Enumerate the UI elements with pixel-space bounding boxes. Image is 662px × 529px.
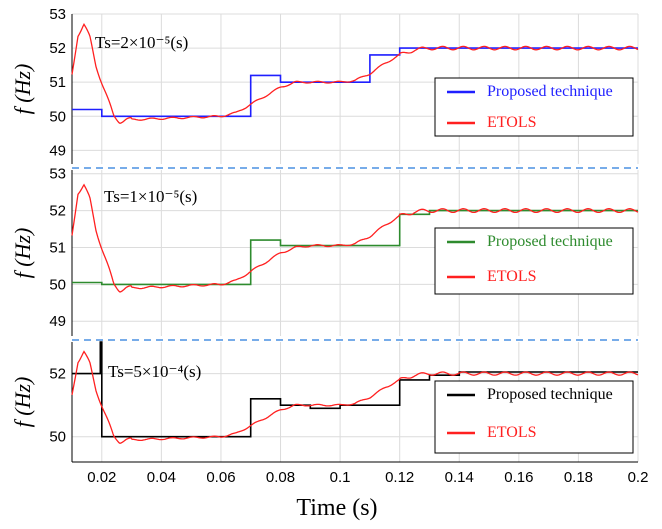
y-tick-label: 51 — [49, 74, 66, 91]
y-axis-label: f (Hz) — [10, 64, 35, 115]
legend-box — [434, 77, 634, 137]
ts-annotation: Ts=5×10⁻⁴(s) — [108, 362, 201, 381]
y-tick-label: 53 — [49, 6, 66, 23]
legend-label: Proposed technique — [487, 83, 613, 100]
ts-annotation: Ts=1×10⁻⁵(s) — [104, 187, 197, 206]
legend-label: ETOLS — [487, 268, 536, 285]
x-tick-label: 0.1 — [330, 469, 351, 486]
y-tick-label: 52 — [49, 203, 66, 220]
x-tick-label: 0.2 — [628, 469, 649, 486]
y-axis-label: f (Hz) — [10, 228, 35, 279]
y-tick-label: 51 — [49, 239, 66, 256]
series-line-etols — [71, 22, 639, 125]
legend-box — [434, 380, 634, 454]
ts-annotation: Ts=2×10⁻⁵(s) — [95, 33, 188, 52]
x-tick-label: 0.02 — [87, 469, 116, 486]
x-tick-label: 0.18 — [564, 469, 593, 486]
series-line-proposed-technique — [72, 209, 638, 286]
x-axis-label: Time (s) — [296, 495, 377, 521]
legend-box — [434, 227, 634, 295]
y-tick-label: 50 — [49, 429, 66, 446]
x-tick-label: 0.12 — [385, 469, 414, 486]
y-tick-label: 52 — [49, 366, 66, 383]
y-axis-label: f (Hz) — [10, 377, 35, 428]
x-tick-label: 0.08 — [266, 469, 295, 486]
x-tick-label: 0.16 — [504, 469, 533, 486]
x-tick-label: 0.06 — [206, 469, 235, 486]
x-tick-label: 0.04 — [147, 469, 176, 486]
series-line-etols — [71, 350, 639, 445]
y-tick-label: 49 — [49, 142, 66, 159]
y-tick-label: 53 — [49, 166, 66, 183]
series-line-proposed-technique — [72, 47, 638, 118]
y-tick-label: 49 — [49, 313, 66, 330]
series-line-etols — [71, 183, 639, 293]
y-tick-label: 50 — [49, 276, 66, 293]
legend-label: ETOLS — [487, 424, 536, 441]
y-tick-label: 52 — [49, 40, 66, 57]
legend-label: Proposed technique — [487, 233, 613, 250]
x-tick-label: 0.14 — [445, 469, 474, 486]
legend-label: Proposed technique — [487, 386, 613, 403]
y-tick-label: 50 — [49, 108, 66, 125]
legend-label: ETOLS — [487, 114, 536, 131]
